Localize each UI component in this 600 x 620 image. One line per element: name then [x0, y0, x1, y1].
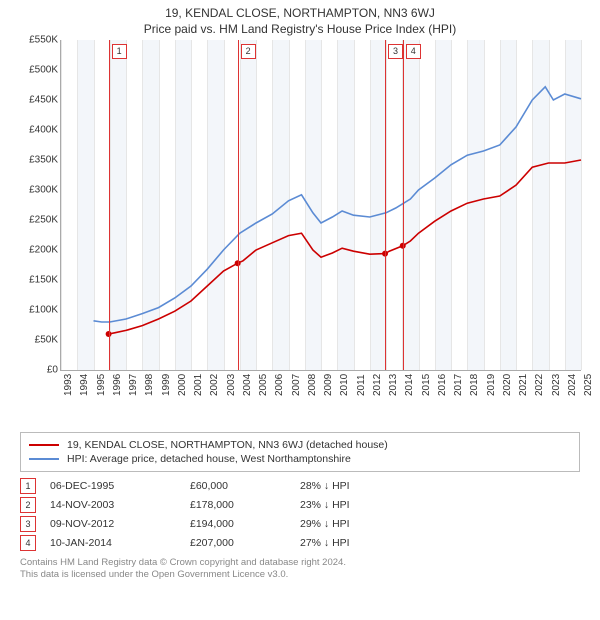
x-tick-label: 1999 [161, 374, 172, 396]
sale-hpi-delta: 27% ↓ HPI [300, 537, 460, 549]
sale-marker-label: 2 [241, 44, 256, 59]
sale-hpi-delta: 28% ↓ HPI [300, 480, 460, 492]
sale-marker-label: 1 [112, 44, 127, 59]
x-gridline [581, 40, 582, 370]
x-tick-label: 2022 [534, 374, 545, 396]
y-tick-label: £450K [29, 95, 58, 106]
sale-marker-line [403, 40, 404, 370]
y-tick-label: £100K [29, 305, 58, 316]
legend-swatch [29, 458, 59, 460]
y-tick-label: £400K [29, 125, 58, 136]
y-axis-labels: £0£50K£100K£150K£200K£250K£300K£350K£400… [10, 40, 58, 370]
x-tick-label: 1993 [63, 374, 74, 396]
sale-marker-label: 3 [388, 44, 403, 59]
sale-marker-label: 4 [406, 44, 421, 59]
sale-date: 06-DEC-1995 [50, 480, 190, 492]
x-tick-label: 2018 [469, 374, 480, 396]
x-tick-label: 2021 [518, 374, 529, 396]
x-tick-label: 2009 [323, 374, 334, 396]
x-tick-label: 2006 [274, 374, 285, 396]
sale-index-box: 4 [20, 535, 36, 551]
series-svg [61, 40, 581, 370]
sale-date: 09-NOV-2012 [50, 518, 190, 530]
sale-price: £207,000 [190, 537, 300, 549]
x-tick-label: 2010 [339, 374, 350, 396]
price-paid-line [109, 160, 581, 334]
x-tick-label: 1996 [112, 374, 123, 396]
sale-index-box: 1 [20, 478, 36, 494]
x-tick-label: 2016 [437, 374, 448, 396]
legend-row: 19, KENDAL CLOSE, NORTHAMPTON, NN3 6WJ (… [29, 439, 571, 451]
x-tick-label: 2000 [177, 374, 188, 396]
footer-attribution: Contains HM Land Registry data © Crown c… [20, 557, 580, 582]
x-tick-label: 2005 [258, 374, 269, 396]
table-row: 2 14-NOV-2003£178,00023% ↓ HPI [20, 497, 580, 513]
table-row: 3 09-NOV-2012£194,00029% ↓ HPI [20, 516, 580, 532]
x-tick-label: 2001 [193, 374, 204, 396]
x-tick-label: 1995 [96, 374, 107, 396]
table-row: 1 06-DEC-1995£60,00028% ↓ HPI [20, 478, 580, 494]
y-tick-label: £550K [29, 35, 58, 46]
x-tick-label: 1994 [79, 374, 90, 396]
x-tick-label: 2025 [583, 374, 594, 396]
x-tick-label: 2019 [486, 374, 497, 396]
chart-subtitle: Price paid vs. HM Land Registry's House … [8, 22, 592, 36]
sale-date: 14-NOV-2003 [50, 499, 190, 511]
sale-index-box: 2 [20, 497, 36, 513]
x-tick-label: 2014 [404, 374, 415, 396]
sale-marker-line [385, 40, 386, 370]
x-tick-label: 2011 [356, 374, 367, 396]
x-tick-label: 2017 [453, 374, 464, 396]
x-tick-label: 2024 [567, 374, 578, 396]
sale-marker-line [109, 40, 110, 370]
x-axis-labels: 1993 1994 1995 1996 1997 1998 1999 2000 2001 2002… [60, 372, 580, 400]
footer-line-2: This data is licensed under the Open Gov… [20, 569, 580, 581]
legend-swatch [29, 444, 59, 446]
sale-price: £194,000 [190, 518, 300, 530]
y-tick-label: £150K [29, 275, 58, 286]
sale-price: £178,000 [190, 499, 300, 511]
x-tick-label: 2013 [388, 374, 399, 396]
x-tick-label: 2015 [421, 374, 432, 396]
legend-label: 19, KENDAL CLOSE, NORTHAMPTON, NN3 6WJ (… [67, 439, 388, 451]
chart-title: 19, KENDAL CLOSE, NORTHAMPTON, NN3 6WJ [8, 6, 592, 20]
x-tick-label: 2004 [242, 374, 253, 396]
x-tick-label: 2023 [551, 374, 562, 396]
chart-area: £0 £50K £100K £150K £200K £250K £300K £350K £400… [20, 40, 580, 400]
plot-area: 1 2 34 [60, 40, 581, 371]
y-tick-label: £350K [29, 155, 58, 166]
sale-hpi-delta: 23% ↓ HPI [300, 499, 460, 511]
y-tick-label: £300K [29, 185, 58, 196]
sale-hpi-delta: 29% ↓ HPI [300, 518, 460, 530]
x-tick-label: 2003 [226, 374, 237, 396]
legend-label: HPI: Average price, detached house, West… [67, 453, 351, 465]
hpi-line [94, 87, 582, 322]
y-tick-label: £0 [47, 365, 58, 376]
x-tick-label: 2008 [307, 374, 318, 396]
x-tick-label: 1997 [128, 374, 139, 396]
x-tick-label: 2020 [502, 374, 513, 396]
table-row: 4 10-JAN-2014£207,00027% ↓ HPI [20, 535, 580, 551]
footer-line-1: Contains HM Land Registry data © Crown c… [20, 557, 580, 569]
sale-index-box: 3 [20, 516, 36, 532]
y-tick-label: £500K [29, 65, 58, 76]
sale-date: 10-JAN-2014 [50, 537, 190, 549]
y-tick-label: £200K [29, 245, 58, 256]
x-tick-label: 1998 [144, 374, 155, 396]
y-tick-label: £50K [35, 335, 58, 346]
sales-table: 1 06-DEC-1995£60,00028% ↓ HPI 2 14-NOV-2003… [20, 478, 580, 551]
legend-row: HPI: Average price, detached house, West… [29, 453, 571, 465]
sale-price: £60,000 [190, 480, 300, 492]
x-tick-label: 2002 [209, 374, 220, 396]
x-tick-label: 2012 [372, 374, 383, 396]
x-tick-label: 2007 [291, 374, 302, 396]
legend-box: 19, KENDAL CLOSE, NORTHAMPTON, NN3 6WJ (… [20, 432, 580, 472]
y-tick-label: £250K [29, 215, 58, 226]
sale-marker-line [238, 40, 239, 370]
